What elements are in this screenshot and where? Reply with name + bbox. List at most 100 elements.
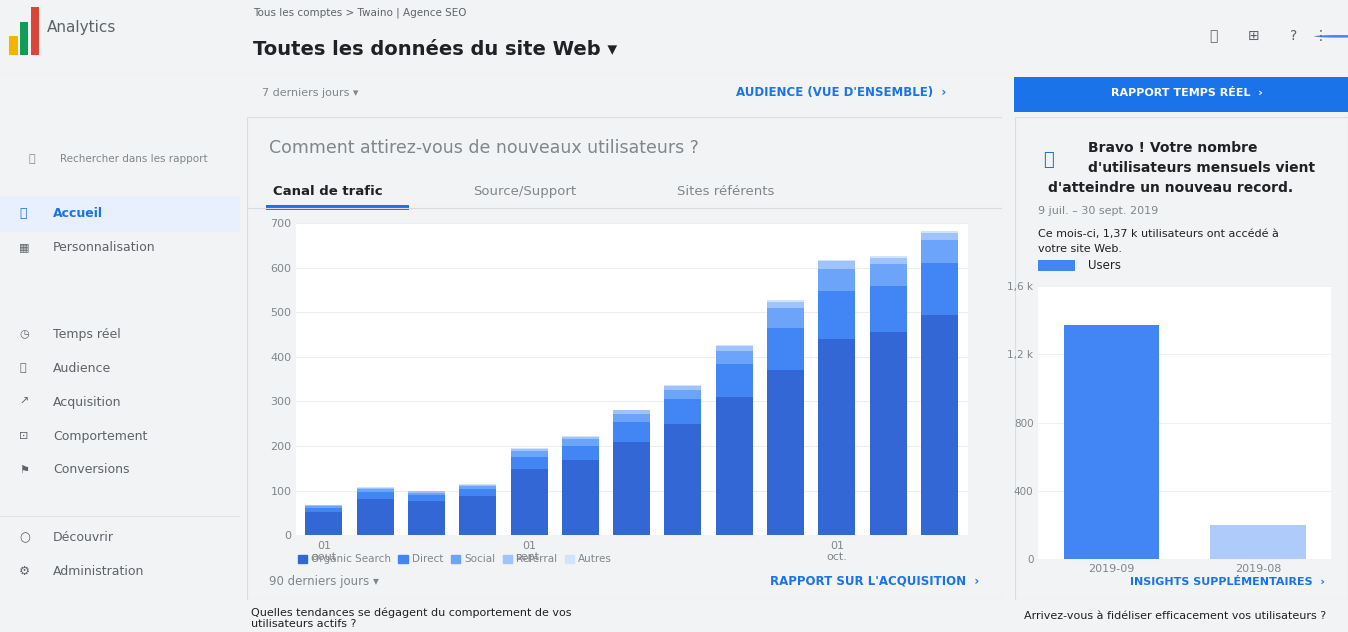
- Text: Sites référents: Sites référents: [677, 185, 774, 198]
- Bar: [460, 496, 496, 535]
- Text: Users: Users: [1088, 259, 1122, 272]
- Bar: [357, 492, 394, 499]
- Bar: [1211, 525, 1306, 559]
- Bar: [665, 386, 701, 390]
- Text: Bravo ! Votre nombre: Bravo ! Votre nombre: [1088, 142, 1258, 155]
- Text: 🔄: 🔄: [1043, 152, 1054, 169]
- Bar: [921, 240, 958, 264]
- Bar: [562, 460, 599, 535]
- Text: Source/Support: Source/Support: [473, 185, 577, 198]
- Bar: [767, 300, 803, 301]
- Bar: [869, 286, 907, 332]
- Bar: [869, 256, 907, 258]
- Text: ⚑: ⚑: [19, 465, 30, 475]
- Text: Ce mois-ci, 1,37 k utilisateurs ont accédé à: Ce mois-ci, 1,37 k utilisateurs ont accé…: [1038, 229, 1279, 239]
- Bar: [613, 442, 650, 535]
- Bar: [12, 143, 228, 175]
- Text: utilisateurs actifs ?: utilisateurs actifs ?: [251, 619, 356, 629]
- Text: 👤: 👤: [19, 363, 26, 374]
- Text: 🔍: 🔍: [28, 154, 35, 164]
- Bar: [818, 291, 855, 339]
- Text: Arrivez-vous à fidéliser efficacement vos utilisateurs ?: Arrivez-vous à fidéliser efficacement vo…: [1023, 611, 1326, 621]
- Text: Conversions: Conversions: [53, 463, 129, 477]
- Text: Comment attirez-vous de nouveaux utilisateurs ?: Comment attirez-vous de nouveaux utilisa…: [270, 138, 700, 157]
- Bar: [306, 508, 342, 512]
- Bar: [460, 485, 496, 486]
- Bar: [921, 264, 958, 315]
- Text: ⚙: ⚙: [19, 565, 31, 578]
- Text: ▦: ▦: [19, 243, 30, 252]
- Text: Personnalisation: Personnalisation: [53, 241, 155, 254]
- Bar: [716, 363, 752, 397]
- Bar: [818, 260, 855, 261]
- Text: Temps réel: Temps réel: [53, 328, 120, 341]
- Text: votre site Web.: votre site Web.: [1038, 245, 1123, 255]
- Text: Canal de trafic: Canal de trafic: [274, 185, 383, 198]
- Text: Accueil: Accueil: [53, 207, 102, 220]
- Bar: [306, 512, 342, 535]
- Bar: [0, 196, 240, 232]
- Bar: [266, 205, 408, 210]
- Text: INSIGHTS SUPPLÉMENTAIRES  ›: INSIGHTS SUPPLÉMENTAIRES ›: [1130, 577, 1325, 587]
- Text: Acquisition: Acquisition: [53, 396, 121, 409]
- Text: d'atteindre un nouveau record.: d'atteindre un nouveau record.: [1049, 181, 1294, 195]
- Bar: [869, 264, 907, 286]
- Bar: [562, 436, 599, 437]
- Bar: [716, 351, 752, 363]
- Bar: [716, 345, 752, 346]
- Bar: [1064, 325, 1159, 559]
- Text: Audience: Audience: [53, 362, 111, 375]
- Bar: [9, 37, 18, 54]
- Bar: [306, 506, 342, 508]
- Bar: [613, 413, 650, 422]
- Text: ↗: ↗: [19, 397, 28, 407]
- Bar: [767, 370, 803, 535]
- Text: AUDIENCE (VUE D'ENSEMBLE)  ›: AUDIENCE (VUE D'ENSEMBLE) ›: [736, 86, 946, 99]
- Bar: [408, 492, 445, 493]
- Bar: [921, 231, 958, 233]
- Bar: [818, 269, 855, 291]
- Bar: [921, 315, 958, 535]
- Text: Toutes les données du site Web ▾: Toutes les données du site Web ▾: [253, 40, 617, 59]
- Bar: [921, 233, 958, 240]
- Bar: [460, 486, 496, 489]
- Text: Tous les comptes > Twaino | Agence SEO: Tous les comptes > Twaino | Agence SEO: [253, 8, 466, 18]
- Bar: [357, 499, 394, 535]
- Bar: [31, 8, 39, 54]
- Bar: [408, 493, 445, 495]
- Text: ⊡: ⊡: [19, 431, 28, 441]
- Bar: [562, 437, 599, 439]
- Text: Découvrir: Découvrir: [53, 531, 113, 544]
- Text: Quelles tendances se dégagent du comportement de vos: Quelles tendances se dégagent du comport…: [251, 608, 572, 618]
- Bar: [562, 439, 599, 446]
- Text: ?: ?: [1290, 29, 1298, 44]
- Bar: [20, 21, 28, 54]
- Bar: [613, 422, 650, 442]
- Bar: [357, 488, 394, 489]
- Text: 90 derniers jours ▾: 90 derniers jours ▾: [270, 574, 379, 588]
- Bar: [511, 469, 547, 535]
- Text: 7 derniers jours ▾: 7 derniers jours ▾: [262, 88, 359, 97]
- Text: d'utilisateurs mensuels vient: d'utilisateurs mensuels vient: [1088, 161, 1316, 174]
- Text: Analytics: Analytics: [47, 20, 116, 35]
- Circle shape: [1314, 35, 1348, 38]
- Text: Rechercher dans les rapport: Rechercher dans les rapport: [59, 154, 208, 164]
- Bar: [665, 424, 701, 535]
- Bar: [665, 390, 701, 399]
- Bar: [306, 505, 342, 506]
- Bar: [511, 449, 547, 451]
- Bar: [511, 457, 547, 469]
- Text: Administration: Administration: [53, 565, 144, 578]
- Bar: [408, 501, 445, 535]
- Text: 9 juil. – 30 sept. 2019: 9 juil. – 30 sept. 2019: [1038, 206, 1158, 216]
- Text: RAPPORT TEMPS RÉEL  ›: RAPPORT TEMPS RÉEL ›: [1111, 88, 1263, 97]
- Text: Comportement: Comportement: [53, 430, 147, 442]
- Text: ⋮: ⋮: [1314, 29, 1328, 44]
- Bar: [511, 451, 547, 457]
- Text: RAPPORT SUR L'ACQUISITION  ›: RAPPORT SUR L'ACQUISITION ›: [770, 574, 979, 588]
- Bar: [818, 261, 855, 269]
- Text: ○: ○: [19, 531, 30, 544]
- Bar: [818, 339, 855, 535]
- Bar: [613, 410, 650, 413]
- Text: 🔔: 🔔: [1209, 29, 1217, 44]
